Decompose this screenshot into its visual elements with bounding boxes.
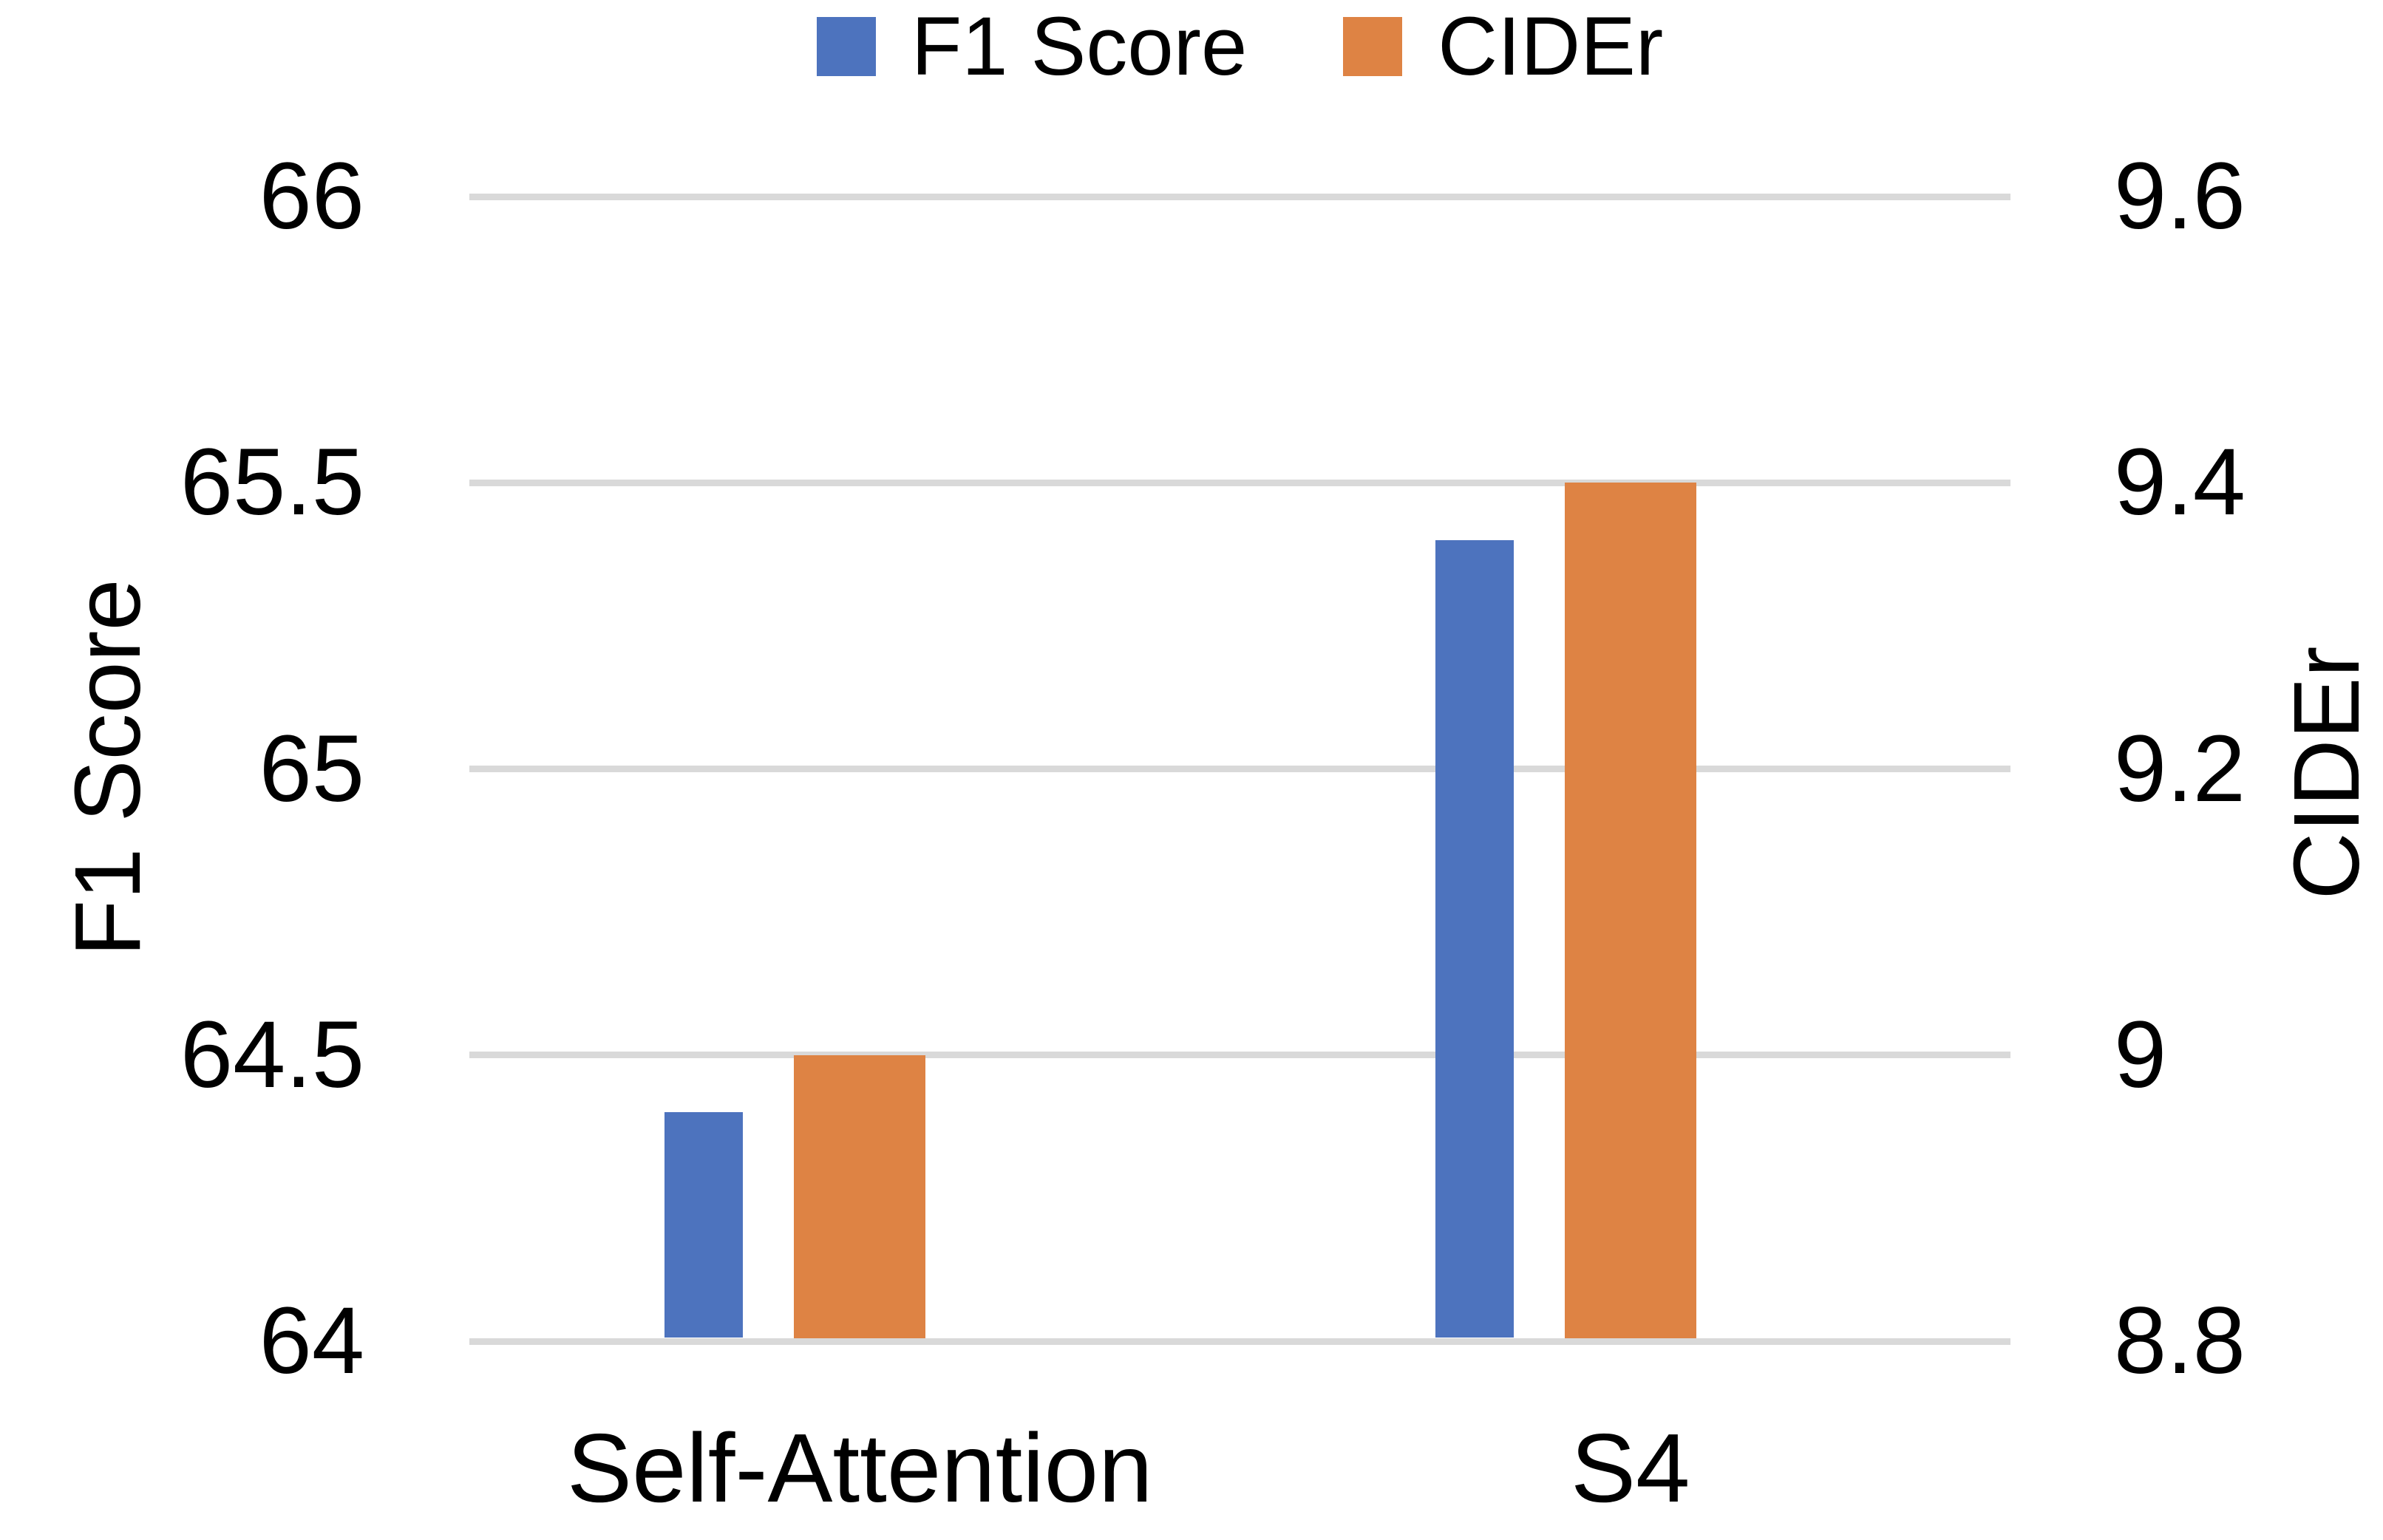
bar-f1-score-s4 <box>1435 539 1514 1338</box>
left-axis-tick-label: 64 <box>259 1288 364 1394</box>
right-axis-tick-label: 9.2 <box>2114 715 2246 822</box>
right-axis-tick-label: 8.8 <box>2114 1288 2246 1394</box>
category-label-s4: S4 <box>1571 1414 1690 1522</box>
legend-swatch-f1-score-icon <box>816 17 876 76</box>
legend-item-cider: CIDEr <box>1343 5 1663 88</box>
left-axis-tick-label: 64.5 <box>180 1001 364 1108</box>
gridline <box>469 193 2010 200</box>
gridline <box>469 1338 2010 1345</box>
gridline <box>469 1052 2010 1059</box>
legend-label-f1-score: F1 Score <box>911 0 1248 92</box>
right-axis-tick-label: 9.4 <box>2114 429 2246 536</box>
left-axis-tick-label: 65.5 <box>180 429 364 536</box>
bar-f1-score-self-attention <box>664 1112 744 1338</box>
left-axis-tick-label: 65 <box>259 715 364 822</box>
left-axis-tick-label: 66 <box>259 143 364 249</box>
gridline <box>469 766 2010 772</box>
legend-label-cider: CIDEr <box>1438 0 1664 92</box>
gridline <box>469 479 2010 486</box>
legend-item-f1-score: F1 Score <box>816 0 1248 92</box>
category-label-self-attention: Self-Attention <box>567 1414 1153 1522</box>
legend: F1 Score CIDEr <box>469 0 2010 92</box>
right-axis-tick-label: 9 <box>2114 1001 2167 1108</box>
right-axis-title: CIDEr <box>2274 646 2379 900</box>
bar-cider-self-attention <box>794 1055 926 1338</box>
right-axis-tick-label: 9.6 <box>2114 143 2246 249</box>
bar-cider-s4 <box>1564 483 1696 1338</box>
legend-swatch-cider-icon <box>1343 17 1403 76</box>
plot-area <box>469 193 2010 1345</box>
